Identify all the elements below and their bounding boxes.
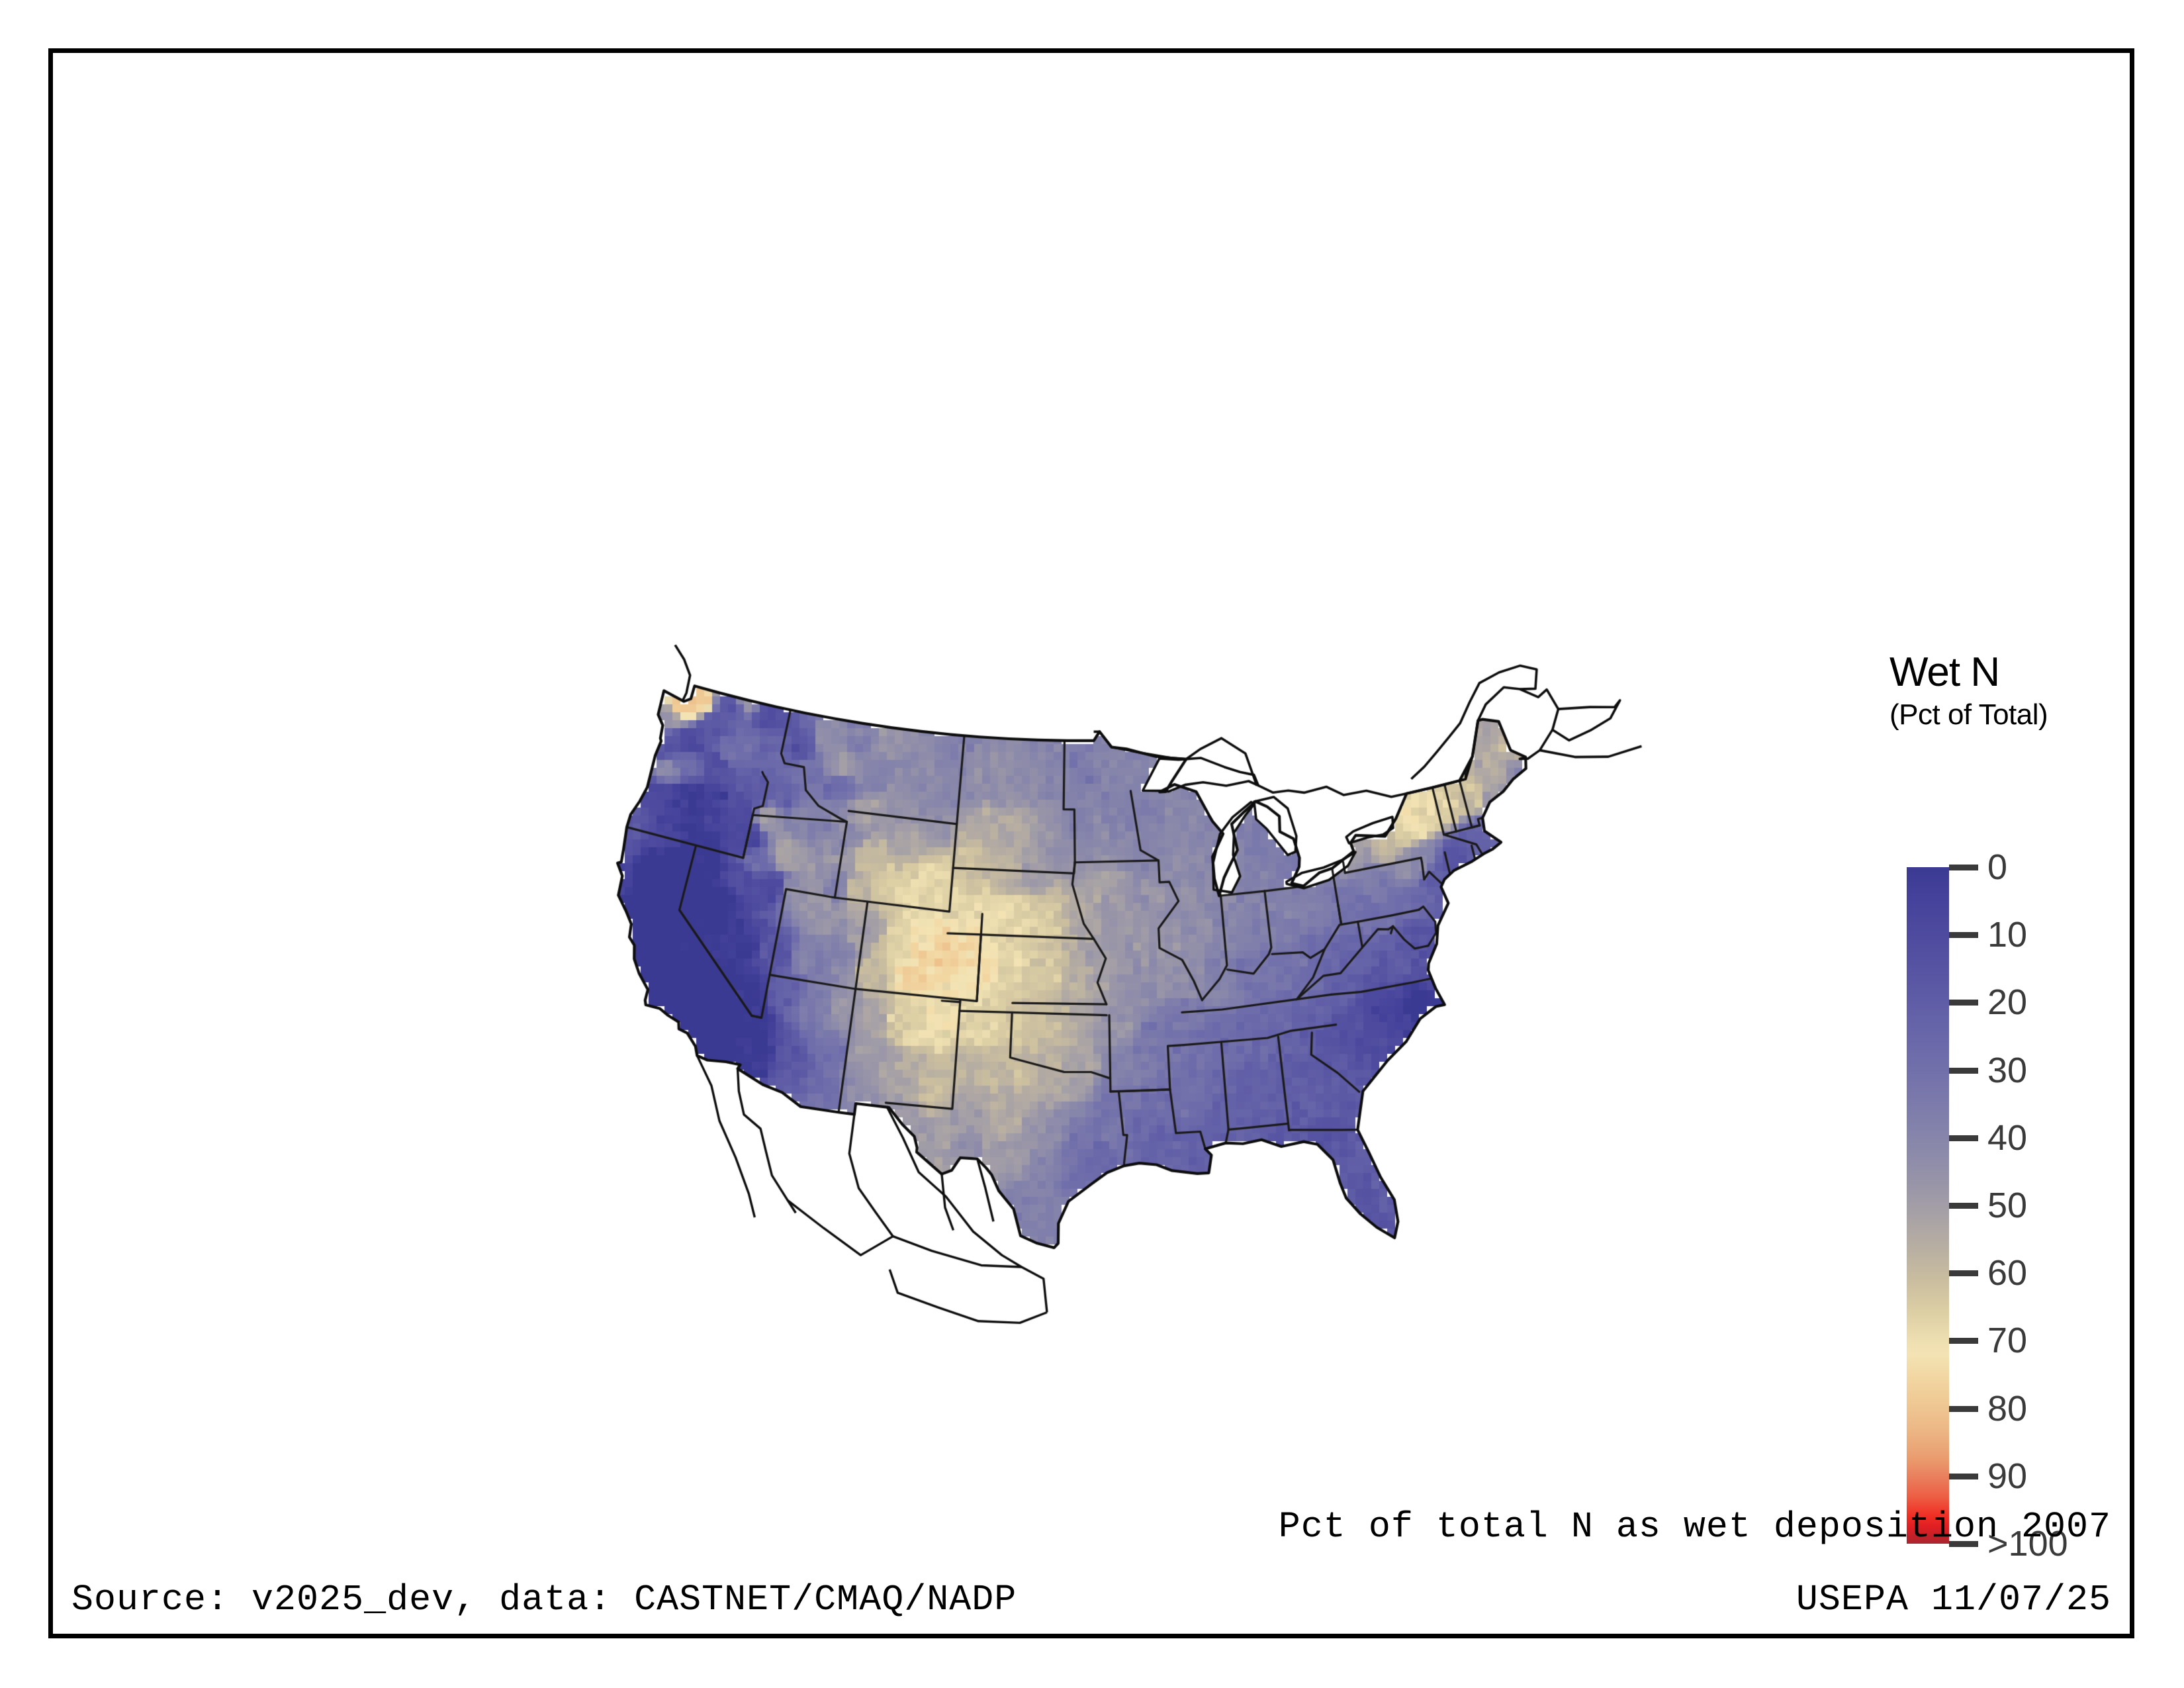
colorbar-wrapper: 0 10 20 30 40 50 60 70 80 90 >100: [1907, 849, 2105, 1562]
colorbar-tick-mark: [1949, 1135, 1978, 1141]
colorbar-tick-mark: [1949, 1067, 1978, 1074]
map-caption-credit: USEPA 11/07/25: [1796, 1579, 2111, 1620]
legend: Wet N (Pct of Total) 0 10 20 30 40 50 60 70 80 90…: [1889, 649, 2108, 1562]
legend-title: Wet N: [1889, 649, 2000, 695]
legend-subtitle: (Pct of Total): [1889, 698, 2048, 731]
deposition-raster-map: [53, 53, 2130, 1496]
colorbar-tick-label: 20: [1987, 982, 2028, 1023]
colorbar-tick-label: 80: [1987, 1388, 2028, 1429]
colorbar-gradient: [1907, 867, 1949, 1544]
colorbar-tick-label: 90: [1987, 1456, 2028, 1496]
colorbar-tick-mark: [1949, 865, 1978, 870]
colorbar-tick-mark: [1949, 1338, 1978, 1344]
colorbar-tick-label: 50: [1987, 1186, 2028, 1225]
map-frame: Wet N (Pct of Total) 0 10 20 30 40 50 60 70 80 90…: [48, 48, 2134, 1638]
colorbar-tick-mark: [1949, 1000, 1978, 1006]
colorbar-tick-label: >100: [1987, 1524, 2068, 1564]
colorbar-tick-mark: [1949, 1473, 1978, 1479]
colorbar-tick-mark: [1949, 1270, 1978, 1277]
colorbar-tick-label: 70: [1987, 1321, 2028, 1361]
map-caption-title: Pct of total N as wet deposition 2007: [1278, 1506, 2111, 1548]
colorbar-tick-mark: [1949, 1203, 1978, 1209]
colorbar-tick-label: 60: [1987, 1253, 2028, 1293]
colorbar-tick-label: 30: [1987, 1050, 2028, 1090]
map-plot-area: [53, 53, 2130, 1496]
colorbar-tick-mark: [1949, 932, 1978, 939]
map-caption-source: Source: v2025_dev, data: CASTNET/CMAQ/NA…: [71, 1579, 1017, 1620]
colorbar-tick-mark: [1949, 1405, 1978, 1412]
colorbar-tick-label: 40: [1987, 1117, 2028, 1158]
colorbar-tick-label: 10: [1987, 915, 2028, 955]
colorbar-tick-label: 0: [1987, 847, 2008, 887]
colorbar-tick-mark: [1949, 1541, 1978, 1547]
